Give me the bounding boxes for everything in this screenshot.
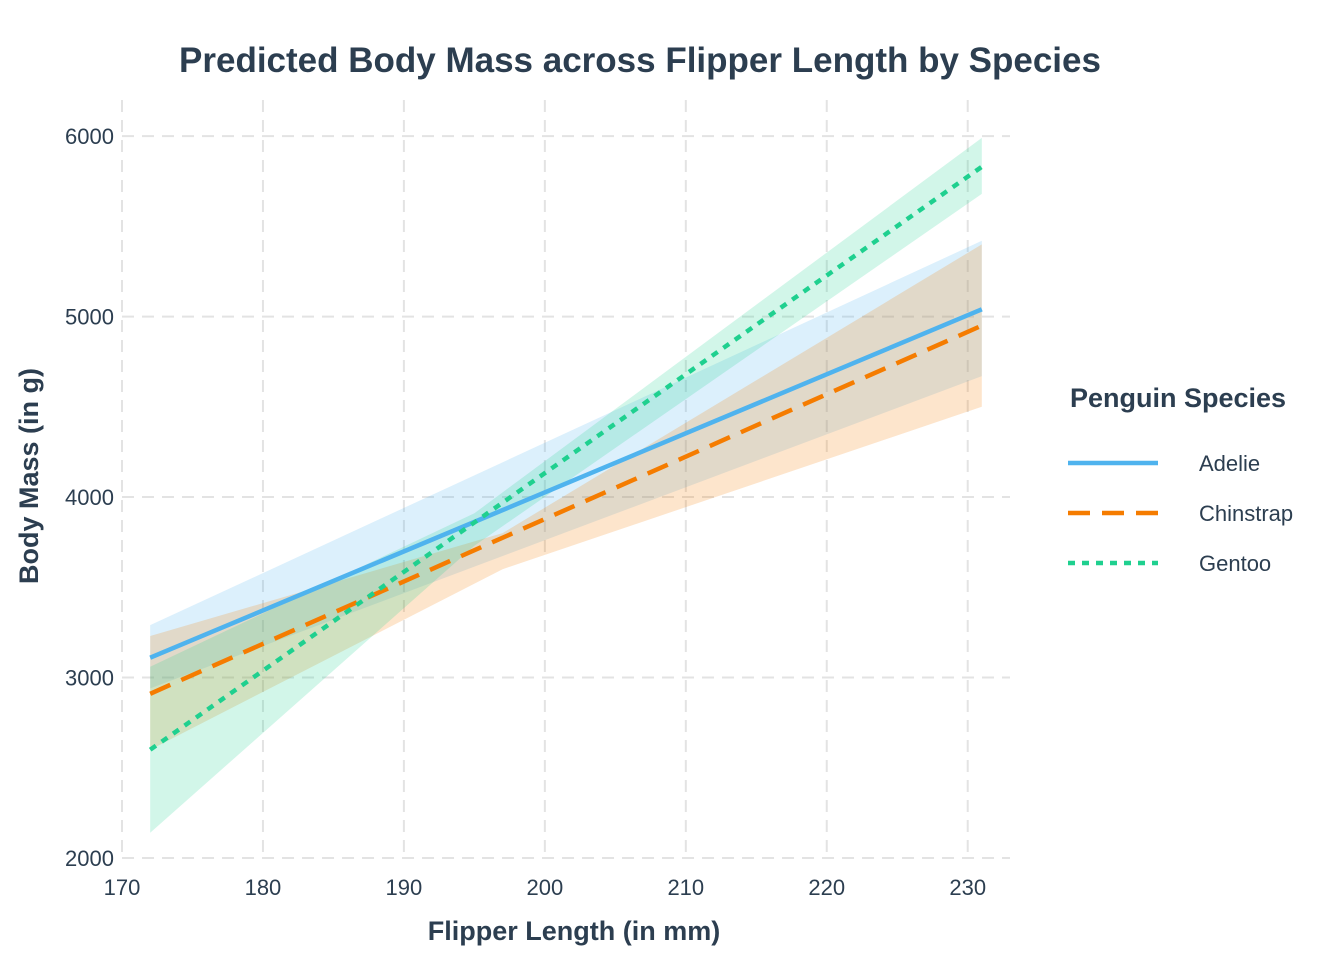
- x-tick-label: 220: [808, 875, 845, 900]
- legend-label-gentoo: Gentoo: [1199, 551, 1271, 576]
- y-tick-label: 6000: [65, 124, 114, 149]
- x-tick-label: 190: [386, 875, 423, 900]
- y-tick-label: 4000: [65, 485, 114, 510]
- y-axis-title: Body Mass (in g): [14, 368, 44, 584]
- legend-items: Adelie Chinstrap Gentoo: [1068, 451, 1293, 576]
- y-axis-ticks: 2000 3000 4000 5000 6000: [65, 124, 114, 871]
- x-tick-label: 230: [949, 875, 986, 900]
- x-tick-label: 170: [104, 875, 141, 900]
- ci-band-adelie: [150, 240, 982, 689]
- series-line-chinstrap: [149, 323, 983, 696]
- x-axis-title: Flipper Length (in mm): [428, 916, 720, 946]
- chart-title: Predicted Body Mass across Flipper Lengt…: [179, 41, 1101, 80]
- y-tick-label: 2000: [65, 846, 114, 871]
- legend-title: Penguin Species: [1070, 383, 1286, 413]
- y-tick-label: 5000: [65, 305, 114, 330]
- series-line-adelie: [149, 307, 983, 660]
- x-tick-label: 210: [667, 875, 704, 900]
- grid: [121, 100, 1010, 859]
- legend-label-adelie: Adelie: [1199, 451, 1260, 476]
- x-tick-label: 180: [245, 875, 282, 900]
- x-axis-ticks: 170 180 190 200 210 220 230: [104, 875, 986, 900]
- series-line-gentoo: [148, 164, 984, 752]
- legend-label-chinstrap: Chinstrap: [1199, 501, 1293, 526]
- ci-band-chinstrap: [150, 244, 982, 750]
- y-tick-label: 3000: [65, 666, 114, 691]
- x-tick-label: 200: [526, 875, 563, 900]
- series-lines: [148, 164, 984, 752]
- legend: Penguin Species Adelie Chinstrap Gentoo: [1068, 383, 1293, 576]
